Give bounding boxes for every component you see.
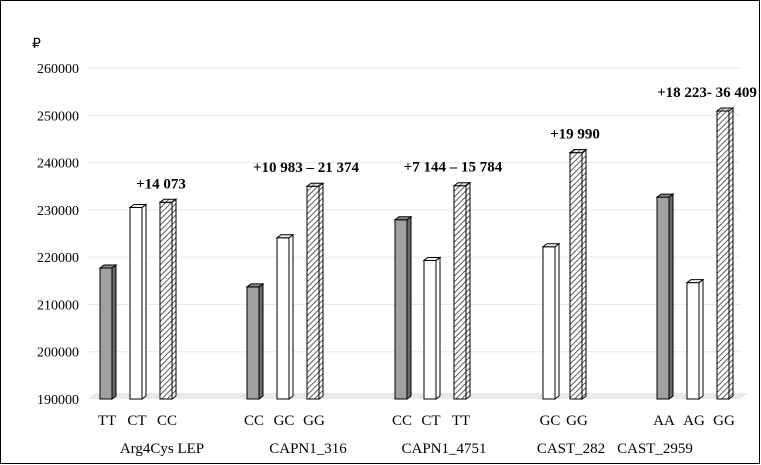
genotype-label: TT [452,413,470,429]
bar-front [716,110,730,400]
bar-side [581,148,587,400]
difference-annotation: +18 223- 36 409 [657,85,757,101]
y-tick-label: 240000 [37,157,79,172]
bar-capn1_4751-cc [393,215,413,400]
bar-side [258,282,264,400]
difference-annotation: +14 073 [136,176,186,192]
bar-front [129,206,143,400]
bar-side [728,107,734,400]
bar-side [554,242,560,400]
genotype-label: GC [274,413,295,429]
group-label: CAPN1_316 [269,441,347,457]
bar-top [685,279,705,284]
y-axis-ticks: 190000 200000 210000 220000 230000 240000 2500… [37,62,79,408]
bar-side [406,215,412,400]
y-tick-label: 220000 [37,251,79,266]
bar-front [423,259,437,400]
y-tick-label: 230000 [37,204,79,219]
bar-front [542,246,556,400]
bar-arg4cys-lep-cc [158,198,178,400]
bar-arg4cys-lep-ct [128,203,148,400]
group-label: Arg4Cys LEP [120,441,204,457]
genotype-label: CT [127,413,146,429]
bar-side [698,278,704,400]
bar-front [394,219,408,400]
difference-annotation: +7 144 – 15 784 [404,160,503,176]
bar-front [246,286,260,400]
group-label: CAPN1_4751 [401,441,486,457]
bar-cast_2959-aa [655,193,675,400]
bar-capn1_316-gg [305,182,325,400]
bar-front [569,152,583,400]
y-tick-label: 190000 [37,393,79,408]
bar-arg4cys-lep-tt [98,264,118,400]
bars [98,107,735,400]
gridlines [88,67,740,353]
bar-front [656,196,670,400]
genotype-label: AG [683,413,705,429]
bar-side [141,203,147,400]
bar-capn1_316-cc [245,282,265,400]
y-tick-label: 200000 [37,346,79,361]
category-labels: TT CT CC Arg4Cys LEP CC GC GG CAPN1_316 CC CT TT CA… [98,413,735,457]
bar-side [171,198,177,400]
bar-cast_2959-ag [685,278,705,400]
bar-cast_282-gg [568,148,588,400]
bar-side [465,181,471,400]
bar-top [245,283,265,288]
bar-top [541,243,561,248]
bar-front [159,201,173,400]
group-label: CAST_2959 [617,441,693,457]
bar-front [99,267,113,400]
bar-front [276,237,290,400]
bar-side [435,256,441,400]
genotype-label: AA [653,413,675,429]
bar-top [452,182,472,187]
genotype-label: TT [98,413,116,429]
chart-floor-plane [88,393,748,399]
genotype-label: CC [244,413,264,429]
y-tick-label: 250000 [37,109,79,124]
bar-front [453,185,467,400]
bar-side [288,233,294,400]
genotype-label: CT [421,413,440,429]
difference-annotation: +19 990 [550,127,600,143]
genotype-label: CC [157,413,177,429]
genotype-label: GG [713,413,735,429]
bar-top [158,198,178,203]
bar-front [686,282,700,400]
bar-side [318,182,324,400]
genotype-label: GG [303,413,325,429]
group-label: CAST_282 [537,441,605,457]
bar-top [275,234,295,239]
difference-annotation: +10 983 – 21 374 [253,160,360,176]
bar-capn1_4751-ct [422,256,442,400]
bar-top [568,149,588,154]
y-tick-label: 260000 [37,62,79,77]
bar-top [655,193,675,198]
bar-side [111,264,117,400]
bar-top [98,264,118,269]
chart-floor [88,393,748,399]
bar-top [715,107,735,112]
bar-top [305,182,325,187]
annotations: +14 073 +10 983 – 21 374 +7 144 – 15 784 +1… [136,85,757,192]
y-axis-label: ₽ [32,37,41,52]
bar-top [422,256,442,261]
genotype-label: CC [392,413,412,429]
bar-top [393,216,413,221]
bar-top [128,203,148,208]
bar-cast_282-gc [541,242,561,400]
y-tick-label: 210000 [37,298,79,313]
bar-cast_2959-gg [715,107,735,400]
genotype-label: GG [566,413,588,429]
genotype-label: GC [540,413,561,429]
bar-capn1_316-gc [275,233,295,400]
bar-side [668,193,674,400]
bar-capn1_4751-tt [452,181,472,400]
bar-front [306,185,320,400]
